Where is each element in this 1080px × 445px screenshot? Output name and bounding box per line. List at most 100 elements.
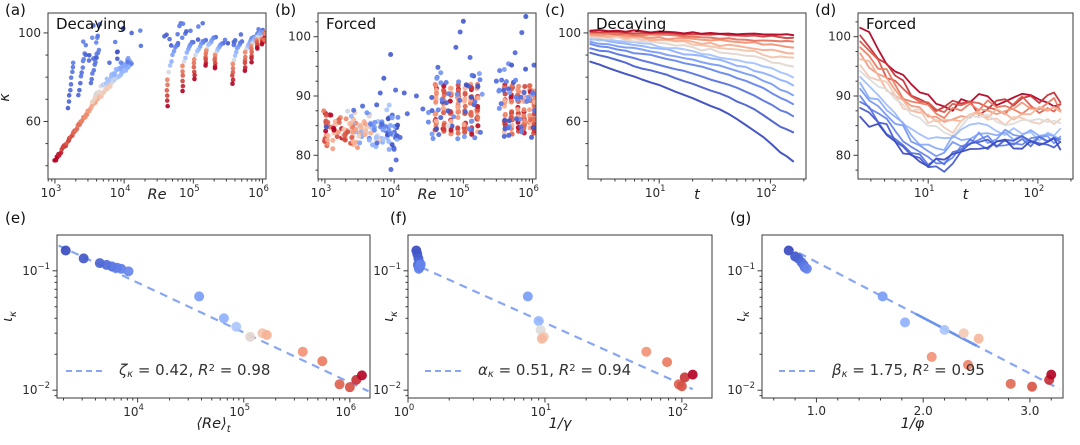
data-point	[115, 56, 120, 62]
data-point	[455, 115, 461, 121]
data-point	[939, 324, 950, 335]
data-point	[420, 106, 426, 112]
data-point	[501, 87, 507, 93]
data-point	[170, 52, 175, 58]
data-point	[261, 329, 272, 340]
data-point	[232, 53, 238, 59]
data-point	[68, 82, 74, 87]
data-point	[441, 89, 447, 95]
panel-a-tag: (a)	[5, 1, 26, 19]
data-point	[457, 97, 463, 103]
data-point	[334, 379, 345, 390]
tick-label: 10−2	[727, 381, 755, 397]
data-point	[192, 72, 197, 78]
data-point	[493, 78, 499, 84]
data-point	[457, 29, 463, 35]
tick-label: 100	[288, 30, 311, 44]
data-point	[429, 131, 435, 137]
data-point	[468, 94, 474, 100]
data-point	[78, 253, 89, 264]
data-point	[381, 75, 387, 81]
data-point	[249, 49, 254, 55]
data-point	[91, 23, 96, 28]
data-point	[436, 132, 442, 138]
fit-line-sample-icon	[425, 369, 461, 372]
data-point	[456, 109, 462, 115]
fit-line	[420, 266, 694, 391]
data-point	[958, 328, 969, 339]
data-line	[859, 70, 1062, 138]
data-point	[321, 108, 327, 114]
data-point	[469, 72, 475, 78]
data-point	[404, 111, 410, 117]
data-point	[439, 96, 445, 102]
data-point	[381, 136, 387, 142]
data-point	[166, 69, 171, 75]
data-point	[107, 60, 112, 66]
data-point	[662, 357, 673, 368]
data-point	[194, 291, 205, 302]
data-point	[393, 87, 399, 93]
data-point	[395, 122, 401, 128]
data-point	[434, 126, 440, 132]
data-point	[441, 83, 447, 89]
data-point	[65, 105, 71, 111]
data-point	[164, 93, 170, 98]
data-point	[455, 125, 461, 131]
data-point	[233, 49, 239, 55]
data-point	[331, 125, 337, 131]
data-point	[529, 134, 535, 140]
data-line	[589, 30, 795, 40]
data-point	[374, 102, 380, 108]
data-point	[521, 107, 527, 113]
data-point	[343, 116, 349, 122]
data-point	[1046, 369, 1057, 380]
data-line	[589, 37, 795, 79]
data-point	[445, 123, 451, 129]
data-point	[138, 43, 144, 49]
data-point	[900, 317, 911, 328]
data-point	[451, 114, 457, 120]
data-point	[415, 259, 426, 270]
tick-label: 90	[296, 89, 311, 103]
data-line	[859, 34, 1062, 116]
data-point	[68, 75, 74, 80]
tick-label: 80	[836, 148, 851, 162]
data-point	[355, 145, 361, 151]
data-point	[171, 48, 177, 54]
data-point	[475, 83, 481, 89]
data-point	[70, 60, 76, 66]
data-point	[362, 132, 368, 138]
data-point	[347, 121, 353, 127]
data-point	[68, 87, 73, 93]
data-point	[184, 29, 189, 34]
data-point	[509, 98, 515, 104]
panel-g-tag: (g)	[730, 209, 752, 227]
data-point	[388, 52, 394, 57]
tick-label: 2.0	[914, 404, 933, 418]
data-point	[443, 79, 449, 85]
data-point	[177, 23, 182, 29]
data-point	[129, 61, 134, 66]
data-point	[162, 34, 167, 39]
data-point	[519, 129, 525, 135]
data-point	[1005, 378, 1016, 389]
data-point	[476, 71, 482, 77]
data-point	[76, 92, 81, 98]
data-point	[475, 115, 481, 121]
axes-frame	[317, 12, 537, 180]
data-point	[425, 119, 431, 125]
data-point	[243, 54, 248, 60]
data-point	[469, 118, 475, 124]
data-point	[461, 134, 467, 140]
data-point	[393, 157, 399, 163]
tick-label: 10−2	[22, 381, 50, 397]
data-point	[164, 98, 170, 103]
data-point	[259, 41, 265, 47]
panel-a-y-axis-label: κ	[0, 93, 16, 102]
data-point	[496, 87, 502, 93]
data-point	[225, 40, 231, 46]
data-point	[386, 102, 392, 108]
